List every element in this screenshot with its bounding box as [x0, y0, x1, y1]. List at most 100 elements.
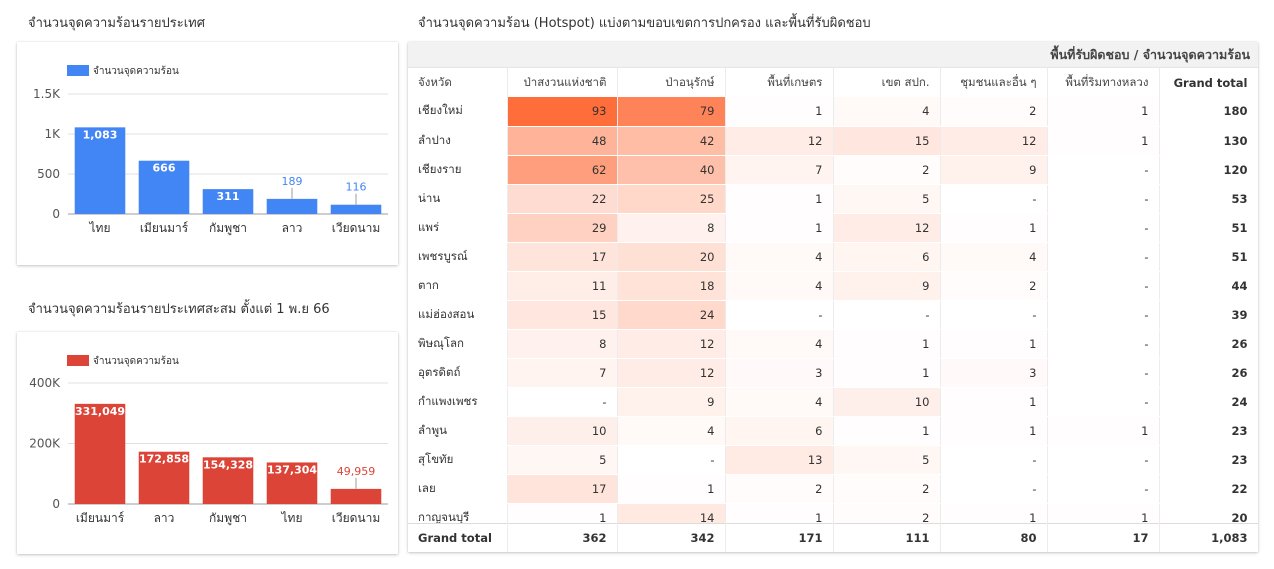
- data-label: 137,304: [267, 463, 317, 476]
- table-row[interactable]: อุตรดิตถ์ 7 12 3 1 3-26: [408, 358, 1258, 388]
- value-cell: 1: [1047, 126, 1160, 156]
- province-cell: สุโขทัย: [408, 445, 508, 475]
- x-tick-label: ไทย: [281, 511, 303, 525]
- chart2-title: จำนวนจุดความร้อนรายประเทศสะสม ตั้งแต่ 1 …: [28, 302, 330, 317]
- value-cell: 20: [617, 242, 726, 272]
- value-cell: 9: [617, 387, 726, 417]
- table-row[interactable]: พิษณุโลก 8 12 4 1 1-26: [408, 329, 1258, 359]
- value-cell: 1: [617, 474, 726, 504]
- value-cell: 13: [725, 445, 834, 475]
- bar[interactable]: [138, 160, 190, 214]
- bar[interactable]: [202, 189, 254, 214]
- value-cell: 3: [725, 358, 834, 388]
- legend: จำนวนจุดความร้อน: [67, 65, 179, 77]
- total-cell: 23: [1159, 416, 1258, 446]
- value-cell: -: [1047, 387, 1160, 417]
- x-tick-label: เมียนมาร์: [140, 221, 189, 235]
- value-cell: 15: [507, 300, 618, 330]
- bar[interactable]: [138, 451, 190, 504]
- value-cell: 11: [507, 271, 618, 301]
- value-cell: 1: [725, 184, 834, 214]
- bar[interactable]: [266, 198, 318, 214]
- table-row[interactable]: เชียงใหม่ 93 79 1 4 2 1 180: [408, 97, 1258, 127]
- value-cell: 17: [507, 474, 618, 504]
- table-row[interactable]: สุโขทัย 5-13 5- -23: [408, 445, 1258, 475]
- data-label: 1,083: [83, 128, 118, 141]
- column-header[interactable]: ป่าสงวนแห่งชาติ: [507, 68, 618, 97]
- bar[interactable]: [266, 462, 318, 504]
- table-row[interactable]: ตาก 11 18 4 9 2-44: [408, 271, 1258, 301]
- total-cell: 120: [1159, 155, 1258, 185]
- province-cell: พิษณุโลก: [408, 329, 508, 359]
- table-row[interactable]: เลย 17 1 2 2- -22: [408, 474, 1258, 504]
- value-cell: 10: [833, 387, 941, 417]
- value-cell: 1: [833, 329, 941, 359]
- legend-label: จำนวนจุดความร้อน: [93, 65, 179, 77]
- table-row[interactable]: น่าน 22 25 1 5- -53: [408, 184, 1258, 214]
- x-tick-label: ลาว: [282, 221, 303, 235]
- value-cell: -: [1047, 155, 1160, 185]
- total-cell: 51: [1159, 242, 1258, 272]
- value-cell: 48: [507, 126, 618, 156]
- table-row[interactable]: เพชรบูรณ์ 17 20 4 6 4-51: [408, 242, 1258, 272]
- x-tick-label: ลาว: [154, 511, 175, 525]
- table-row[interactable]: ลำพูน 10 4 6 1 1 1 23: [408, 416, 1258, 446]
- value-cell: 1: [1047, 97, 1160, 127]
- table-row[interactable]: แพร่ 29 8 1 12 1-51: [408, 213, 1258, 243]
- value-cell: 4: [617, 416, 726, 446]
- total-cell: 26: [1159, 358, 1258, 388]
- value-cell: -: [940, 184, 1048, 214]
- bar[interactable]: [330, 204, 382, 214]
- value-cell: 4: [725, 387, 834, 417]
- value-cell: 62: [507, 155, 618, 185]
- value-cell: 17: [507, 242, 618, 272]
- total-cell: 53: [1159, 184, 1258, 214]
- value-cell: -: [507, 387, 618, 417]
- column-header[interactable]: พื้นที่เกษตร: [725, 68, 834, 97]
- value-cell: 24: [617, 300, 726, 330]
- data-label: 331,049: [75, 405, 125, 418]
- value-cell: 9: [833, 271, 941, 301]
- column-header[interactable]: จังหวัด: [408, 68, 508, 97]
- data-label: 116: [346, 181, 367, 194]
- data-label: 154,328: [203, 458, 253, 471]
- province-cell: ลำพูน: [408, 416, 508, 446]
- table-header-row: จังหวัด ป่าสงวนแห่งชาติ ป่าอนุรักษ์ พื้นที่…: [408, 68, 1258, 97]
- value-cell: -: [1047, 445, 1160, 475]
- value-cell: 5: [833, 184, 941, 214]
- y-tick-label: 1K: [44, 127, 61, 141]
- bar[interactable]: [202, 457, 254, 504]
- value-cell: 12: [725, 126, 834, 156]
- country-hotspot-chart-svg: จำนวนจุดความร้อน 0 500 1K 1.5K 1,083 ไทย 666 เมี…: [33, 65, 388, 236]
- bar[interactable]: [74, 127, 126, 214]
- y-tick-label: 400K: [29, 376, 61, 390]
- value-cell: 1: [833, 416, 941, 446]
- column-header[interactable]: พื้นที่ริมทางหลวง: [1047, 68, 1160, 97]
- total-cell: 44: [1159, 271, 1258, 301]
- province-cell: ตาก: [408, 271, 508, 301]
- value-cell: 5: [507, 445, 618, 475]
- value-cell: -: [940, 300, 1048, 330]
- table-row[interactable]: แม่ฮ่องสอน 15 24- - - -39: [408, 300, 1258, 330]
- value-cell: 1: [940, 213, 1048, 243]
- grand-total-cell: 17: [1047, 523, 1160, 552]
- data-label: 311: [217, 190, 240, 203]
- legend-swatch: [67, 355, 89, 366]
- column-header[interactable]: Grand total: [1159, 68, 1258, 97]
- cumulative-hotspot-chart-svg: จำนวนจุดความร้อน 0 200K 400K 331,049 เมียนมาร…: [29, 355, 388, 526]
- table-row[interactable]: เชียงราย 62 40 7 2 9-120: [408, 155, 1258, 185]
- value-cell: 93: [507, 97, 618, 127]
- bar[interactable]: [330, 488, 382, 504]
- total-cell: 22: [1159, 474, 1258, 504]
- column-header[interactable]: เขต สปก.: [833, 68, 941, 97]
- column-header[interactable]: ป่าอนุรักษ์: [617, 68, 726, 97]
- value-cell: 9: [940, 155, 1048, 185]
- data-label: 666: [153, 162, 176, 175]
- hotspot-pivot-table: พื้นที่รับผิดชอบ / จำนวนจุดความร้อน จังห…: [408, 42, 1258, 552]
- column-header[interactable]: ชุมชนและอื่น ๆ: [940, 68, 1048, 97]
- table-row[interactable]: กำแพงเพชร -9 4 10 1-24: [408, 387, 1258, 417]
- y-tick-label: 200K: [29, 437, 61, 451]
- value-cell: 3: [940, 358, 1048, 388]
- bar[interactable]: [74, 403, 126, 504]
- table-row[interactable]: ลำปาง 48 42 12 15 12 1 130: [408, 126, 1258, 156]
